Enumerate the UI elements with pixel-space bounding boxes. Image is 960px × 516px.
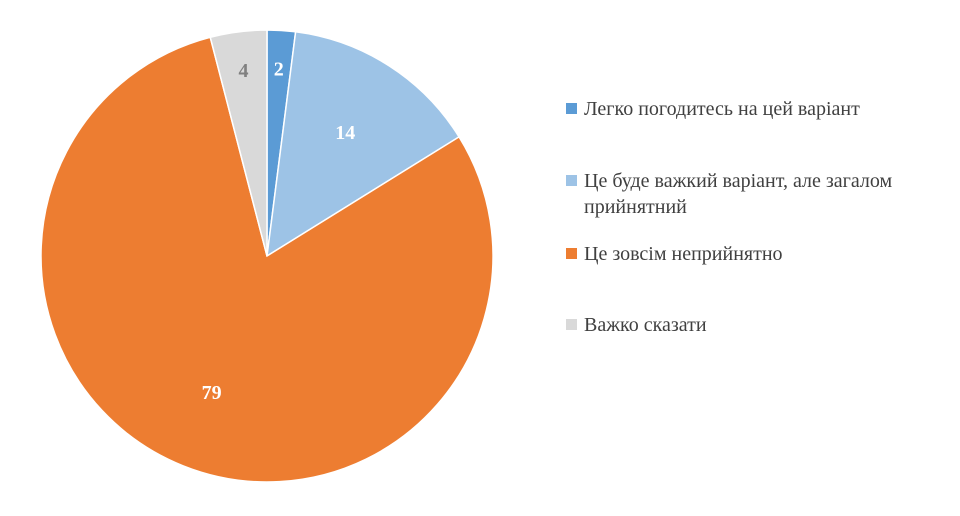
data-label-unacceptable: 79 [202, 382, 222, 404]
legend-swatch [566, 248, 577, 259]
data-label-hard-to-say: 4 [239, 60, 249, 82]
legend-item-hard-to-say: Важко сказати [566, 312, 934, 338]
legend-label: Легко погодитесь на цей варіант [584, 98, 860, 120]
legend-swatch [566, 103, 577, 114]
legend-label: Це зовсім неприйнятно [584, 243, 783, 265]
pie-slice-hard-to-say [209, 29, 268, 257]
pie-slices [40, 29, 494, 483]
legend-label: Важко сказати [584, 314, 707, 336]
legend-swatch [566, 319, 577, 330]
pie-slice-hard-but-acceptable [266, 30, 461, 258]
data-label-hard-but-acceptable: 14 [335, 122, 355, 144]
legend-item-hard-but-acceptable: Це буде важкий варіант, але загалом прий… [566, 168, 934, 220]
legend-item-easy-agree: Легко погодитесь на цей варіант [566, 96, 934, 122]
pie-slice-unacceptable [40, 36, 494, 483]
legend-swatch [566, 175, 577, 186]
legend-label: Це буде важкий варіант, але загалом прий… [584, 170, 893, 218]
pie-data-labels: 2 14 79 4 [202, 59, 356, 404]
legend-item-unacceptable: Це зовсім неприйнятно [566, 241, 934, 267]
data-label-easy-agree: 2 [274, 59, 284, 81]
